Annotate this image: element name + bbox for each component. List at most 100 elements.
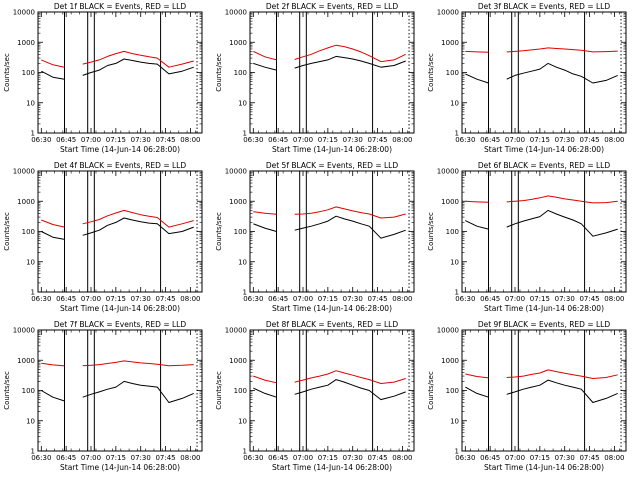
y-tick-label: 1 [31,448,35,456]
series-line-lld [465,195,618,204]
x-tick-label: 07:30 [555,454,575,462]
x-tick-label: 06:30 [243,136,263,144]
y-tick-label: 10 [26,258,35,266]
y-tick-label: 10 [450,258,459,266]
y-tick-label: 10000 [437,9,459,17]
plot-frame [461,170,627,293]
x-tick-label: 08:00 [392,136,412,144]
chart-panel-5: Det 5f BLACK = Events, RED = LLD Counts/s… [215,161,415,313]
x-tick-label: 06:30 [31,454,51,462]
y-axis-label: Counts/sec [3,212,11,251]
x-tick-label: 08:00 [392,454,412,462]
y-tick-label: 1 [455,130,459,138]
x-tick-label: 07:15 [318,136,338,144]
y-tick-label: 1000 [441,198,459,206]
x-tick-label: 08:00 [180,295,200,303]
x-tick-label: 07:30 [555,136,575,144]
x-axis-label: Start Time (14-Jun-14 06:28:00) [60,463,180,472]
series-line-lld [253,206,406,219]
y-tick-label: 1000 [17,357,35,365]
x-axis-label: Start Time (14-Jun-14 06:28:00) [60,304,180,313]
x-tick-label: 07:45 [579,454,599,462]
x-tick-label: 06:30 [243,454,263,462]
chart-title: Det 2f BLACK = Events, RED = LLD [266,2,399,11]
y-tick-label: 1 [243,130,247,138]
plot-frame [461,329,627,452]
x-axis-label: Start Time (14-Jun-14 06:28:00) [272,304,392,313]
x-tick-label: 07:30 [131,136,151,144]
y-tick-label: 10000 [13,9,35,17]
plot-frame [249,170,415,293]
x-tick-label: 08:00 [180,136,200,144]
x-tick-label: 06:45 [268,136,288,144]
x-tick-label: 08:00 [604,295,624,303]
y-tick-label: 1000 [229,39,247,47]
y-tick-label: 10 [450,417,459,425]
series-line-lld [465,369,618,379]
y-tick-label: 1 [243,289,247,297]
x-tick-label: 06:30 [455,454,475,462]
y-tick-label: 1 [455,448,459,456]
plot-frame [461,11,627,134]
x-axis-label: Start Time (14-Jun-14 06:28:00) [60,145,180,154]
series-line-events [465,62,618,84]
x-tick-label: 08:00 [604,454,624,462]
y-tick-label: 1 [243,448,247,456]
x-tick-label: 07:45 [155,295,175,303]
x-tick-label: 07:30 [131,454,151,462]
x-tick-label: 06:45 [56,295,76,303]
chart-panel-4: Det 4f BLACK = Events, RED = LLD Counts/s… [3,161,203,313]
chart-title: Det 9f BLACK = Events, RED = LLD [478,320,611,329]
series-line-lld [41,50,194,68]
x-tick-label: 08:00 [392,295,412,303]
x-tick-label: 07:15 [530,136,550,144]
x-axis-label: Start Time (14-Jun-14 06:28:00) [484,304,604,313]
series-line-events [41,380,194,403]
y-tick-label: 100 [446,69,459,77]
y-tick-label: 10000 [437,168,459,176]
chart-title: Det 3f BLACK = Events, RED = LLD [478,2,611,11]
x-tick-label: 06:30 [31,295,51,303]
series-line-lld [253,370,406,384]
series-line-events [253,55,406,71]
plot-frame [37,329,203,452]
x-tick-label: 07:30 [343,136,363,144]
x-axis-label: Start Time (14-Jun-14 06:28:00) [484,145,604,154]
series-line-events [465,379,618,403]
y-tick-label: 1000 [229,198,247,206]
plot-frame [37,170,203,293]
y-tick-label: 10000 [225,9,247,17]
y-tick-label: 100 [234,228,247,236]
chart-panel-3: Det 3f BLACK = Events, RED = LLD Counts/s… [427,2,627,154]
y-tick-label: 100 [234,387,247,395]
x-tick-label: 07:00 [293,454,313,462]
y-tick-label: 10 [450,99,459,107]
chart-panel-1: Det 1f BLACK = Events, RED = LLD Counts/s… [3,2,203,154]
chart-title: Det 4f BLACK = Events, RED = LLD [54,161,187,170]
x-tick-label: 07:30 [555,295,575,303]
x-tick-label: 06:45 [268,295,288,303]
x-tick-label: 06:45 [268,454,288,462]
y-axis-label: Counts/sec [215,53,223,92]
chart-panel-2: Det 2f BLACK = Events, RED = LLD Counts/s… [215,2,415,154]
x-tick-label: 07:00 [81,136,101,144]
chart-panel-8: Det 8f BLACK = Events, RED = LLD Counts/s… [215,320,415,472]
y-axis-label: Counts/sec [427,212,435,251]
y-tick-label: 100 [446,387,459,395]
x-tick-label: 07:00 [505,454,525,462]
chart-panel-9: Det 9f BLACK = Events, RED = LLD Counts/s… [427,320,627,472]
y-axis-label: Counts/sec [3,53,11,92]
x-tick-label: 07:45 [155,136,175,144]
y-tick-label: 100 [446,228,459,236]
x-tick-label: 06:30 [243,295,263,303]
series-line-events [41,58,194,80]
x-tick-label: 07:15 [318,454,338,462]
y-axis-label: Counts/sec [427,371,435,410]
plot-frame [249,11,415,134]
series-line-lld [41,209,194,228]
x-tick-label: 08:00 [604,136,624,144]
x-tick-label: 07:00 [505,136,525,144]
y-tick-label: 1000 [17,198,35,206]
x-tick-label: 06:30 [455,295,475,303]
x-tick-label: 07:30 [131,295,151,303]
